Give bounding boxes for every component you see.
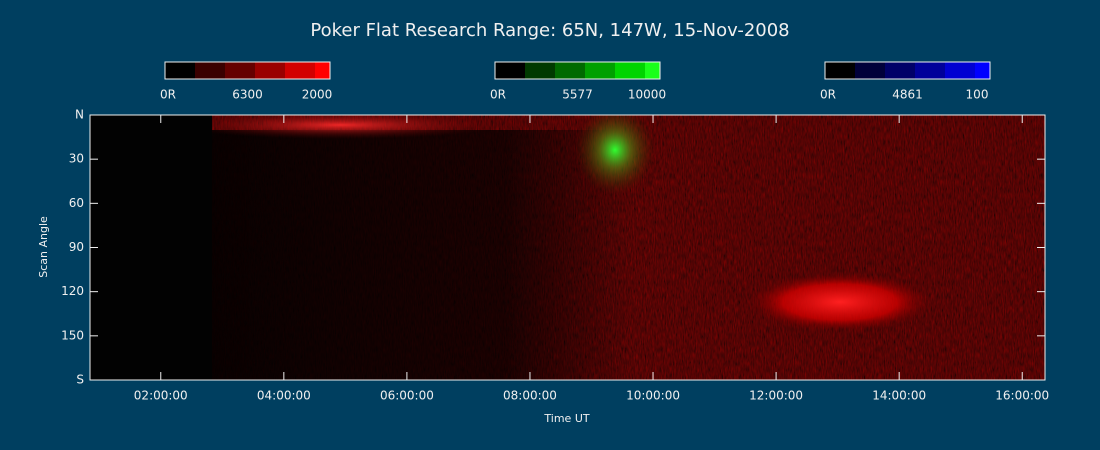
x-tick-label: 02:00:00 [134, 389, 188, 403]
x-tick-label: 16:00:00 [995, 389, 1049, 403]
colorbar-label: 6300 [232, 88, 263, 102]
colorbar-swatch [315, 62, 330, 79]
colorbar-swatch [555, 62, 585, 79]
colorbar-swatch [825, 62, 855, 79]
colorbar-swatch [255, 62, 285, 79]
y-axis-label: Scan Angle [37, 216, 50, 278]
colorbar-swatch [615, 62, 645, 79]
colorbar-swatch [195, 62, 225, 79]
colorbar-swatch [885, 62, 915, 79]
colorbar-swatch [285, 62, 315, 79]
colorbar-label: 100 [966, 88, 989, 102]
colorbar-swatch [495, 62, 525, 79]
x-tick-label: 04:00:00 [257, 389, 311, 403]
y-tick-label: 90 [69, 240, 84, 254]
colorbar-label: 2000 [302, 88, 333, 102]
colorbar-frame [164, 61, 331, 80]
colorbar-frame [494, 61, 661, 80]
colorbar-swatch [165, 62, 195, 79]
colorbar-label: 5577 [562, 88, 593, 102]
colorbar-swatch [225, 62, 255, 79]
colorbar-swatch [915, 62, 945, 79]
colorbar-label: 0R [160, 88, 176, 102]
colorbar-swatch [645, 62, 660, 79]
y-tick-label: 120 [61, 284, 84, 298]
x-axis-label: Time UT [543, 412, 589, 425]
chart-title: Poker Flat Research Range: 65N, 147W, 15… [310, 20, 789, 41]
colorbar-label: 0R [490, 88, 506, 102]
colorbar-swatch [585, 62, 615, 79]
y-tick-label: N [75, 108, 84, 122]
x-tick-label: 14:00:00 [872, 389, 926, 403]
colorbar-swatch [945, 62, 975, 79]
colorbar-swatch [525, 62, 555, 79]
x-tick-label: 12:00:00 [749, 389, 803, 403]
y-tick-label: S [76, 373, 84, 387]
y-tick-label: 150 [61, 328, 84, 342]
x-tick-label: 08:00:00 [503, 389, 557, 403]
colorbar-label: 4861 [892, 88, 923, 102]
y-tick-label: 30 [69, 152, 84, 166]
y-tick-label: 60 [69, 196, 84, 210]
colorbar-frame [824, 61, 991, 80]
x-tick-label: 06:00:00 [380, 389, 434, 403]
keogram-image [90, 115, 1045, 380]
x-tick-label: 10:00:00 [626, 389, 680, 403]
colorbar-label: 0R [820, 88, 836, 102]
colorbar-swatch [855, 62, 885, 79]
colorbar-label: 10000 [628, 88, 666, 102]
colorbar-swatch [975, 62, 990, 79]
